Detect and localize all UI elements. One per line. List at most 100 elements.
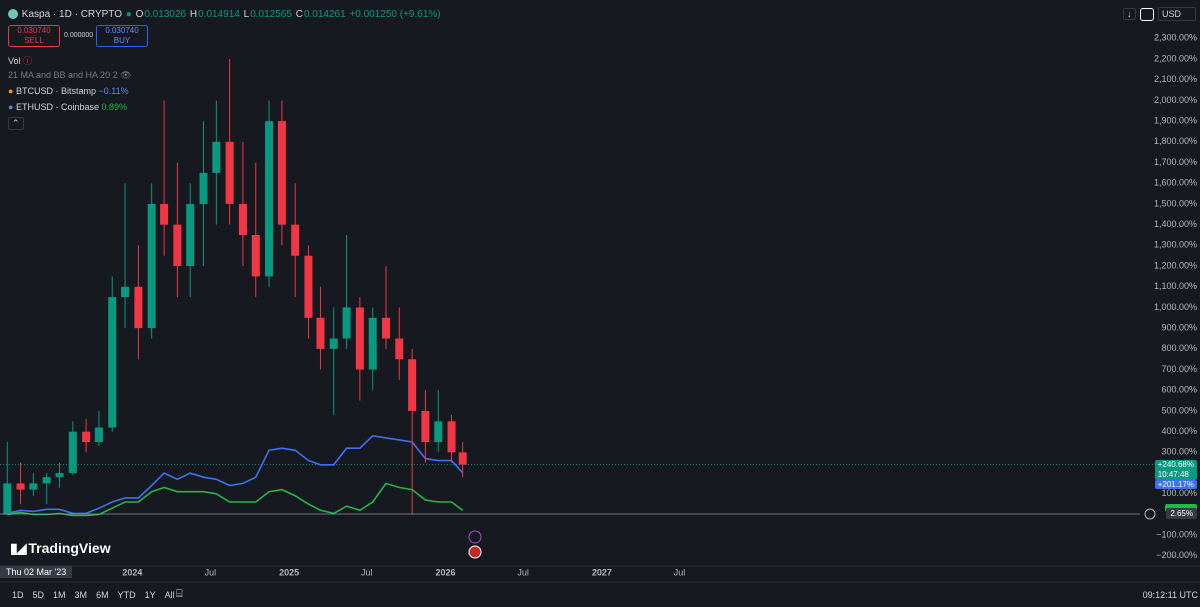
o-label: O	[135, 9, 144, 20]
candle-body	[265, 121, 274, 277]
currency[interactable]: USD	[1158, 7, 1196, 21]
legend-eth[interactable]: ● ETHUSD · Coinbase 0.89%	[8, 102, 128, 112]
candle-body	[421, 410, 430, 443]
y-tick-label: 1,300.00%	[1154, 240, 1197, 250]
buy-button[interactable]: 0.030740 BUY	[96, 25, 148, 47]
fullscreen-button[interactable]	[1140, 8, 1154, 21]
last-label-btc: +201.17%	[1154, 480, 1197, 489]
candle-body	[29, 483, 38, 490]
header: Kaspa · 1D · CRYPTO ● O0.013026 H0.01491…	[8, 9, 442, 20]
series-line	[7, 434, 464, 515]
open: 0.013026	[144, 9, 187, 20]
y-tick-label: 100.00%	[1161, 488, 1197, 498]
legend-change: −0.11%	[98, 86, 129, 96]
l-label: L	[243, 9, 250, 20]
candle-body	[94, 427, 103, 443]
y-tick-label: 500.00%	[1161, 405, 1197, 415]
series-line	[7, 482, 464, 517]
y-tick-label: 1,400.00%	[1154, 219, 1197, 229]
y-tick-label: 300.00%	[1161, 447, 1197, 457]
symbol-icon	[8, 9, 18, 20]
y-tick-label: 700.00%	[1161, 364, 1197, 374]
y-tick-label: 1,800.00%	[1154, 136, 1197, 146]
high: 0.014914	[198, 9, 240, 20]
y-tick-label: −100.00%	[1156, 530, 1197, 540]
candle-body	[108, 297, 117, 428]
vol-indicator[interactable]: Vol ⓘ	[8, 56, 33, 66]
candle-body	[368, 317, 377, 370]
range-button[interactable]: YTD	[117, 590, 136, 600]
candle-body	[186, 203, 195, 267]
y-tick-label: 1,700.00%	[1154, 157, 1197, 167]
x-tick-label: Jul	[674, 567, 686, 577]
range-button[interactable]: 5D	[32, 590, 45, 600]
candle-body	[42, 477, 51, 484]
candle-body	[121, 286, 130, 298]
add-icon	[1144, 508, 1156, 520]
candle-body	[251, 235, 260, 277]
candle-body	[173, 224, 182, 267]
candle-body	[458, 452, 467, 465]
x-tick-label: Jul	[205, 567, 217, 577]
range-button[interactable]: 1D	[12, 590, 24, 600]
y-tick-label: 1,600.00%	[1154, 178, 1197, 188]
logo: ▮◢ TradingView	[10, 540, 111, 556]
candle-body	[316, 317, 325, 349]
last-label-kaspa: +240.68% 10:47:48	[1154, 460, 1197, 480]
kaspa-last: +240.68%	[1157, 460, 1194, 469]
collapse-button[interactable]: ⌃	[8, 117, 24, 130]
range-button[interactable]: 6M	[96, 590, 109, 600]
candle-body	[291, 224, 300, 256]
ma-indicator[interactable]: 21 MA and BB and HA 20 2 👁	[8, 70, 132, 80]
candle-body	[160, 203, 169, 225]
y-tick-label: 1,500.00%	[1154, 198, 1197, 208]
legend-name: BTCUSD · Bitstamp	[15, 86, 96, 96]
x-tick-label: Jul	[361, 567, 373, 577]
candle-body	[225, 141, 234, 204]
sell-button[interactable]: 0.030740 SELL	[8, 25, 60, 47]
close: 0.014261	[303, 9, 346, 20]
buy-price: 0.030740	[105, 26, 139, 35]
c-label: C	[295, 9, 303, 20]
candle-body	[55, 473, 64, 478]
legend-change: 0.89%	[101, 102, 128, 112]
candle-body	[381, 317, 390, 339]
y-tick-label: 1,900.00%	[1154, 116, 1197, 126]
event-icon	[468, 530, 482, 544]
y-tick-label: 1,100.00%	[1154, 281, 1197, 291]
logo-text: TradingView	[28, 540, 111, 556]
x-tick-label: 2024	[122, 567, 142, 577]
scroll-button[interactable]: ↓	[1123, 8, 1136, 20]
candle-body	[304, 255, 313, 318]
sell-label: SELL	[24, 36, 44, 45]
range-button[interactable]: 3M	[74, 590, 88, 600]
y-tick-label: 900.00%	[1161, 323, 1197, 333]
x-tick-label: Jul	[517, 567, 529, 577]
y-tick-label: 600.00%	[1161, 385, 1197, 395]
candle-body	[408, 359, 417, 411]
range-button[interactable]: 1M	[53, 590, 66, 600]
legend-btc[interactable]: ● BTCUSD · Bitstamp −0.11%	[8, 86, 129, 96]
change: +0.001250 (+9.61%)	[349, 9, 441, 20]
candle-body	[3, 483, 12, 515]
y-tick-label: 1,000.00%	[1154, 302, 1197, 312]
sell-price: 0.030740	[17, 26, 51, 35]
candle-body	[82, 431, 91, 443]
x-tick-label: 2026	[436, 567, 456, 577]
y-tick-label: −200.00%	[1156, 550, 1197, 560]
compare-icon[interactable]: ⌸	[176, 588, 183, 600]
spread: 0.000000	[64, 32, 94, 39]
range-button[interactable]: 1Y	[144, 590, 156, 600]
buy-label: BUY	[113, 36, 131, 45]
candle-body	[342, 307, 351, 339]
symbol: Kaspa · 1D · CRYPTO	[21, 9, 123, 20]
range-button[interactable]: All	[164, 590, 175, 600]
candle-body	[147, 203, 156, 329]
candle-body	[329, 338, 338, 349]
low: 0.012565	[250, 9, 292, 20]
candle-body	[447, 421, 456, 453]
candle-body	[238, 203, 247, 236]
y-tick-label: 2,300.00%	[1154, 33, 1197, 43]
